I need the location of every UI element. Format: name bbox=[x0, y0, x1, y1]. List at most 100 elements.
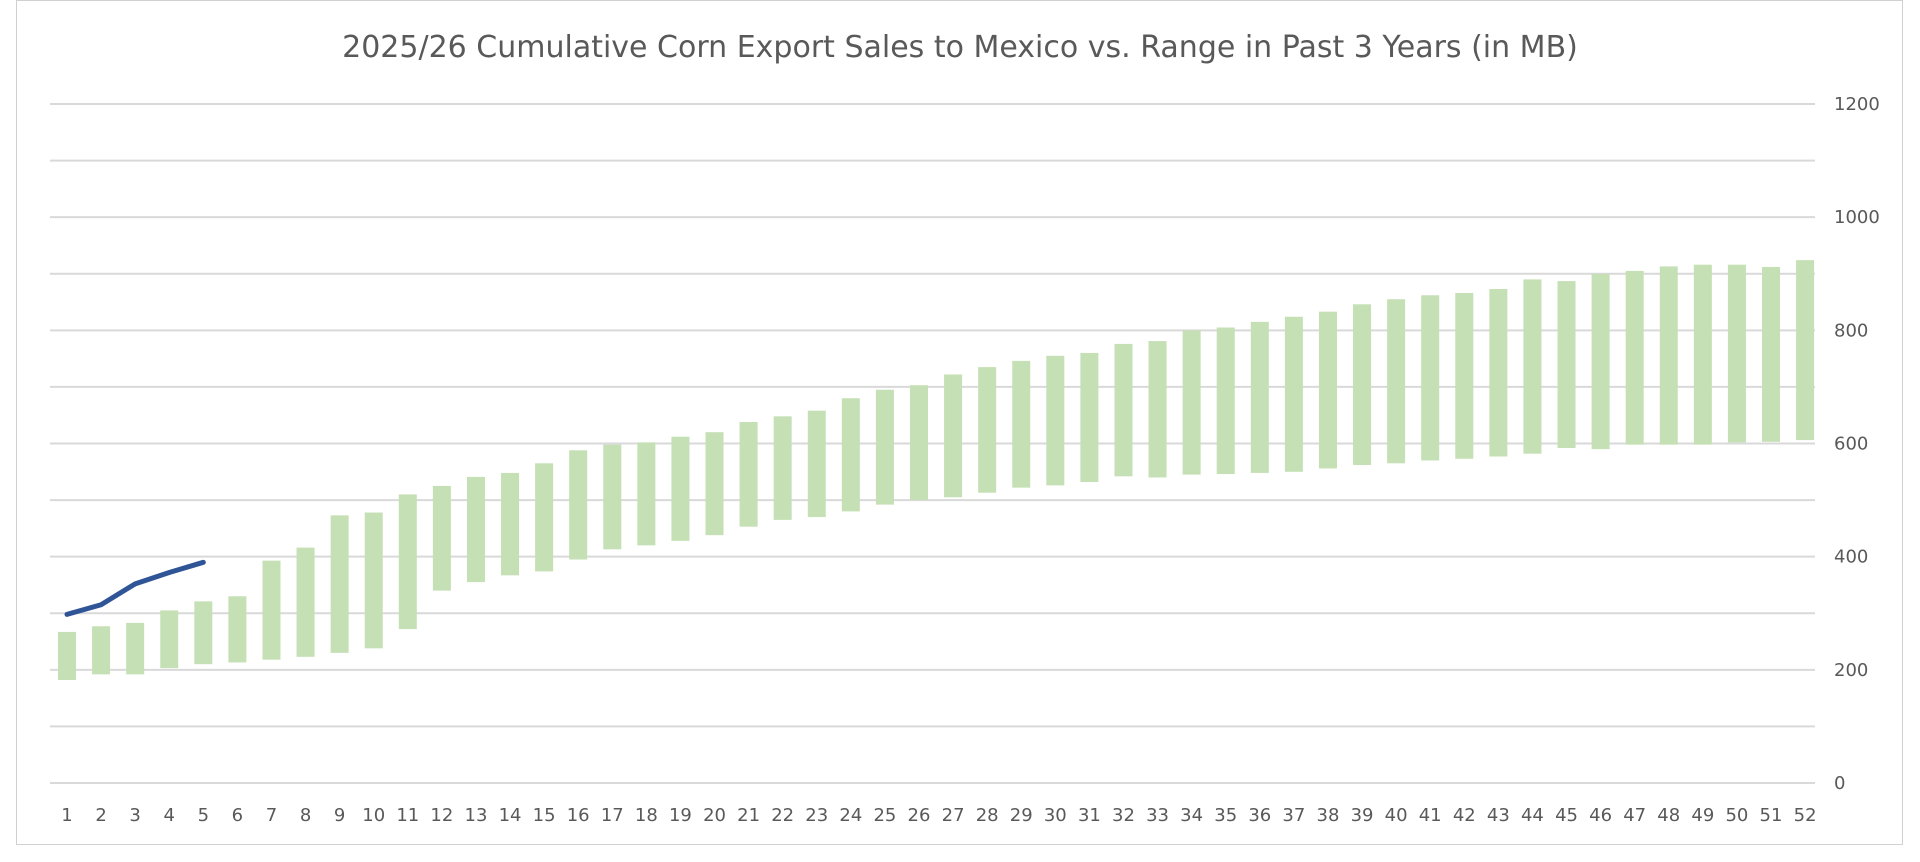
range-bar-week-22 bbox=[773, 416, 792, 520]
x-tick-label: 41 bbox=[1419, 805, 1442, 826]
current-year-line bbox=[64, 559, 206, 617]
x-tick-label: 2 bbox=[95, 805, 106, 826]
x-tick-label: 32 bbox=[1112, 805, 1135, 826]
x-tick-label: 28 bbox=[976, 805, 999, 826]
x-tick-label: 20 bbox=[703, 805, 726, 826]
x-tick-label: 48 bbox=[1657, 805, 1680, 826]
x-tick-label: 16 bbox=[567, 805, 590, 826]
range-bar-week-48 bbox=[1659, 266, 1678, 445]
x-tick-label: 25 bbox=[873, 805, 896, 826]
x-tick-label: 34 bbox=[1180, 805, 1203, 826]
x-tick-label: 29 bbox=[1010, 805, 1033, 826]
x-tick-label: 46 bbox=[1589, 805, 1612, 826]
range-bar-week-2 bbox=[92, 626, 111, 675]
x-tick-label: 38 bbox=[1317, 805, 1340, 826]
range-bar-week-10 bbox=[364, 512, 383, 649]
range-bar-week-26 bbox=[910, 385, 928, 501]
range-bar-week-45 bbox=[1557, 281, 1576, 449]
range-bar-week-14 bbox=[501, 472, 520, 576]
x-tick-label: 10 bbox=[362, 805, 385, 826]
range-bar-week-31 bbox=[1080, 352, 1099, 482]
x-tick-label: 45 bbox=[1555, 805, 1578, 826]
range-bar-week-44 bbox=[1523, 279, 1542, 454]
y-tick-label: 1200 bbox=[1834, 94, 1880, 115]
x-tick-label: 4 bbox=[164, 805, 175, 826]
range-bar-week-52 bbox=[1796, 260, 1815, 441]
x-tick-label: 30 bbox=[1044, 805, 1067, 826]
x-tick-label: 39 bbox=[1351, 805, 1374, 826]
range-bar-week-30 bbox=[1046, 355, 1065, 486]
range-bar-week-35 bbox=[1216, 327, 1235, 475]
x-tick-label: 1 bbox=[61, 805, 72, 826]
x-tick-label: 3 bbox=[129, 805, 140, 826]
range-bar-week-19 bbox=[671, 436, 690, 541]
range-bar-week-15 bbox=[535, 463, 554, 572]
range-bar-week-47 bbox=[1625, 270, 1644, 445]
x-tick-label: 33 bbox=[1146, 805, 1169, 826]
x-tick-label: 9 bbox=[334, 805, 345, 826]
range-bar-week-38 bbox=[1318, 311, 1337, 469]
x-tick-label: 37 bbox=[1282, 805, 1305, 826]
range-bar-week-33 bbox=[1148, 341, 1167, 478]
x-tick-label: 26 bbox=[908, 805, 931, 826]
x-tick-label: 18 bbox=[635, 805, 658, 826]
x-tick-label: 52 bbox=[1794, 805, 1817, 826]
x-tick-label: 7 bbox=[266, 805, 277, 826]
range-bar-week-43 bbox=[1489, 289, 1508, 457]
x-tick-label: 44 bbox=[1521, 805, 1544, 826]
range-bar-week-24 bbox=[841, 398, 860, 512]
range-bar-week-39 bbox=[1353, 304, 1372, 466]
range-bar-week-8 bbox=[296, 547, 315, 657]
x-tick-label: 24 bbox=[839, 805, 862, 826]
x-tick-label: 50 bbox=[1725, 805, 1748, 826]
range-bar-week-4 bbox=[160, 610, 179, 669]
x-tick-label: 6 bbox=[232, 805, 243, 826]
x-tick-label: 51 bbox=[1760, 805, 1783, 826]
range-bar-week-16 bbox=[569, 450, 588, 560]
x-tick-label: 23 bbox=[805, 805, 828, 826]
range-bar-week-6 bbox=[228, 596, 247, 663]
x-tick-label: 43 bbox=[1487, 805, 1510, 826]
series-line-2025-26 bbox=[64, 559, 206, 617]
range-bar-week-11 bbox=[398, 494, 417, 630]
x-tick-label: 49 bbox=[1691, 805, 1714, 826]
range-bar-week-36 bbox=[1250, 321, 1269, 473]
x-tick-label: 13 bbox=[465, 805, 488, 826]
x-tick-label: 31 bbox=[1078, 805, 1101, 826]
range-bar-week-46 bbox=[1591, 273, 1610, 450]
x-tick-label: 12 bbox=[430, 805, 453, 826]
range-bars bbox=[58, 260, 1815, 681]
range-bar-week-37 bbox=[1284, 316, 1303, 472]
range-bar-week-50 bbox=[1727, 264, 1746, 443]
x-tick-label: 47 bbox=[1623, 805, 1646, 826]
range-bar-week-28 bbox=[978, 367, 997, 493]
range-bar-week-51 bbox=[1762, 266, 1780, 442]
range-bar-week-3 bbox=[126, 622, 145, 675]
range-bar-week-34 bbox=[1182, 330, 1201, 475]
x-tick-label: 21 bbox=[737, 805, 760, 826]
range-bar-week-20 bbox=[705, 432, 724, 536]
y-axis-ticks: 0 200 400 600 800 1000 1200 bbox=[1834, 94, 1880, 794]
range-bar-week-23 bbox=[807, 410, 826, 518]
x-tick-label: 15 bbox=[533, 805, 556, 826]
range-bar-week-18 bbox=[637, 442, 656, 546]
range-bar-week-29 bbox=[1012, 360, 1031, 488]
range-bar-week-7 bbox=[262, 560, 281, 660]
y-tick-label: 600 bbox=[1834, 434, 1868, 455]
range-bar-week-27 bbox=[944, 374, 963, 498]
x-tick-label: 36 bbox=[1248, 805, 1271, 826]
range-bar-week-42 bbox=[1455, 292, 1474, 459]
range-bar-week-9 bbox=[330, 515, 349, 653]
range-bar-week-41 bbox=[1421, 295, 1440, 461]
range-bar-week-21 bbox=[739, 421, 758, 527]
x-tick-label: 40 bbox=[1385, 805, 1408, 826]
gridlines bbox=[50, 103, 1815, 784]
range-bar-week-49 bbox=[1693, 264, 1712, 445]
range-bar-week-1 bbox=[58, 631, 76, 681]
x-tick-label: 35 bbox=[1214, 805, 1237, 826]
range-bar-week-12 bbox=[432, 485, 451, 591]
x-tick-label: 42 bbox=[1453, 805, 1476, 826]
range-bar-week-5 bbox=[194, 601, 213, 665]
y-tick-label: 800 bbox=[1834, 320, 1868, 341]
